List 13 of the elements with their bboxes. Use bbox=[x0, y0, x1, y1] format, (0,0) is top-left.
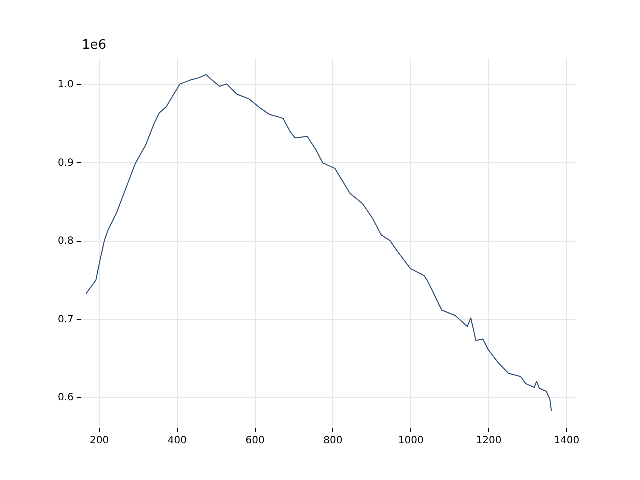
x-tick-label: 1000 bbox=[398, 436, 424, 447]
y-tick-label: 0.9 bbox=[58, 158, 74, 169]
x-tick-label: 800 bbox=[324, 436, 343, 447]
x-tick-label: 200 bbox=[90, 436, 110, 447]
x-tick-label: 1400 bbox=[554, 436, 580, 447]
x-tick-label: 400 bbox=[168, 436, 188, 447]
y-tick-label: 0.8 bbox=[58, 236, 74, 248]
x-tick-label: 600 bbox=[246, 436, 265, 447]
y-tick-label: 0.6 bbox=[58, 392, 74, 404]
y-tick-label: 1.0 bbox=[58, 80, 74, 91]
y-tick-label: 0.7 bbox=[58, 314, 74, 326]
x-tick-label: 1200 bbox=[476, 436, 502, 447]
text: 1e6 bbox=[82, 38, 107, 53]
